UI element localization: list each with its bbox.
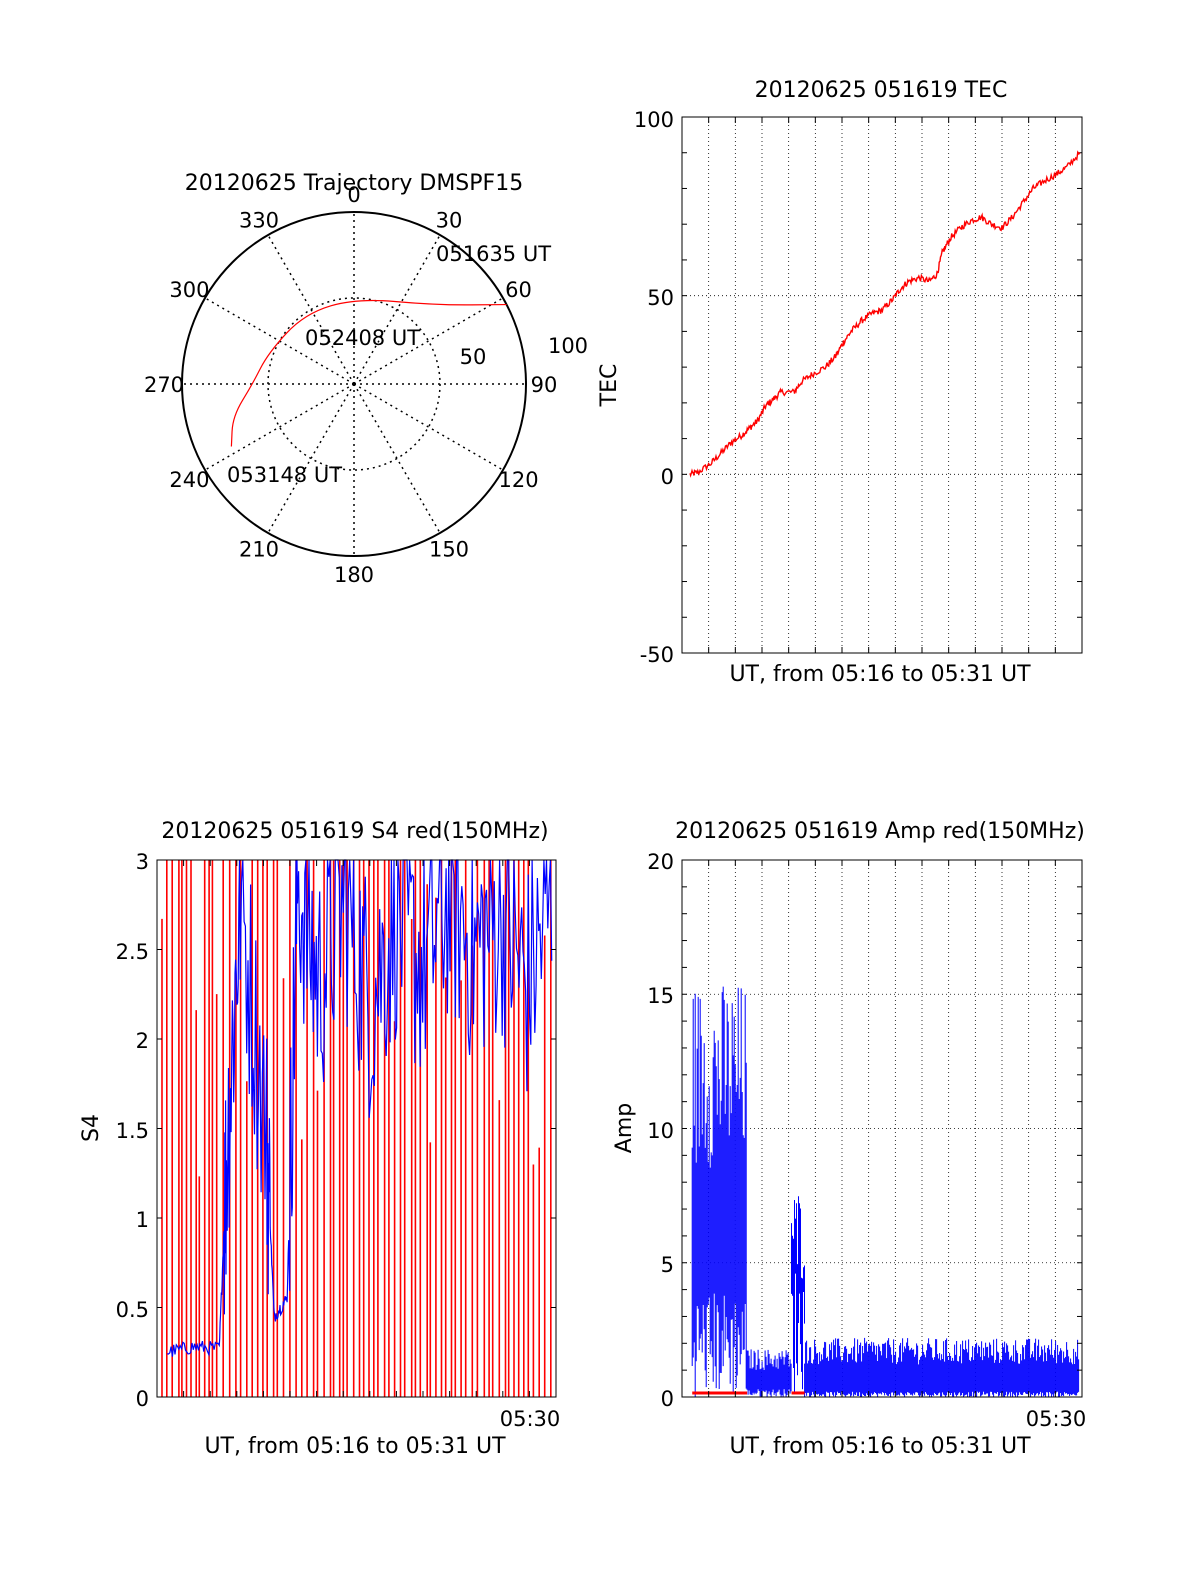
polar-angle-label: 60 [505, 278, 532, 302]
polar-spoke [353, 234, 441, 385]
s4-panel: 20120625 051619 S4 red(150MHz) 0 0.5 1 1… [79, 819, 560, 1459]
amp-ytick-0: 0 [661, 1387, 674, 1411]
amp-ytick-15: 15 [647, 984, 674, 1008]
s4-ytick-1: 1 [136, 1208, 149, 1232]
tec-title: 20120625 051619 TEC [755, 78, 1008, 103]
tec-minor-ticks [682, 117, 1082, 653]
amp-panel: 20120625 051619 Amp red(150MHz) 0 5 10 1… [612, 819, 1086, 1459]
s4-frame [156, 859, 557, 1398]
trajectory-track [230, 299, 507, 447]
tec-ytick-0: 0 [661, 465, 674, 489]
tec-ytick-minus50: -50 [640, 643, 674, 667]
tec-xlabel: UT, from 05:16 to 05:31 UT [729, 662, 1031, 687]
amp-xtick-0530: 05:30 [1026, 1407, 1087, 1431]
polar-angle-label: 150 [429, 538, 469, 562]
annotation-end-time: 053148 UT [227, 463, 342, 487]
polar-angle-label: 180 [334, 563, 374, 587]
amp-ytick-10: 10 [647, 1119, 674, 1143]
s4-xtick-0530: 05:30 [500, 1407, 561, 1431]
polar-angle-label: 120 [498, 468, 538, 492]
polar-angle-label: 330 [239, 208, 279, 232]
s4-minor-ticks [157, 860, 556, 1397]
tec-grid [682, 117, 1082, 653]
amp-xlabel: UT, from 05:16 to 05:31 UT [729, 1434, 1031, 1459]
amp-blue-series [691, 986, 1080, 1397]
polar-spoke [353, 383, 441, 534]
polar-spoke [267, 383, 355, 534]
polar-angle-label: 300 [169, 278, 209, 302]
annotation-start-time: 051635 UT [436, 242, 551, 266]
s4-ytick-2-5: 2.5 [116, 940, 149, 964]
polar-spoke [204, 383, 355, 471]
s4-blue-series [167, 859, 553, 1358]
annotation-mid-time: 052408 UT [305, 326, 420, 350]
polar-outer-ring [181, 211, 527, 557]
tec-series-line [689, 150, 1081, 478]
amp-frame [681, 859, 1083, 1398]
s4-ytick-2: 2 [136, 1029, 149, 1053]
s4-xlabel: UT, from 05:16 to 05:31 UT [204, 1434, 506, 1459]
s4-ytick-0: 0 [136, 1387, 149, 1411]
polar-angle-label: 0 [347, 183, 360, 207]
trajectory-title: 20120625 Trajectory DMSPF15 [185, 171, 523, 196]
s4-ylabel: S4 [79, 1114, 104, 1142]
s4-ytick-1-5: 1.5 [116, 1119, 149, 1143]
tec-panel: 20120625 051619 TEC 100 50 0 -50 TEC UT,… [597, 78, 1083, 687]
polar-angle-label: 30 [436, 208, 463, 232]
s4-ytick-0-5: 0.5 [116, 1298, 149, 1322]
tec-ylabel: TEC [597, 364, 622, 408]
polar-angle-label: 240 [169, 468, 209, 492]
ring-label-50: 50 [460, 345, 487, 369]
tec-ytick-50: 50 [647, 286, 674, 310]
polar-angle-label: 270 [144, 373, 184, 397]
amp-minor-ticks [682, 860, 1082, 1397]
trajectory-panel: 20120625 Trajectory DMSPF15 0 30 60 90 120 15… [144, 171, 588, 587]
amp-ytick-5: 5 [661, 1253, 674, 1277]
tec-frame [681, 116, 1083, 654]
polar-spoke [353, 383, 504, 471]
polar-angle-label: 90 [531, 373, 558, 397]
tec-ytick-100: 100 [634, 108, 674, 132]
polar-spoke [353, 297, 504, 385]
polar-spoke [267, 234, 355, 385]
polar-angle-label: 210 [239, 538, 279, 562]
ring-label-100: 100 [548, 334, 588, 358]
amp-title: 20120625 051619 Amp red(150MHz) [675, 819, 1085, 844]
s4-ytick-3: 3 [136, 850, 149, 874]
amp-ylabel: Amp [612, 1103, 637, 1153]
s4-title: 20120625 051619 S4 red(150MHz) [161, 819, 548, 844]
amp-ytick-20: 20 [647, 850, 674, 874]
polar-angle-labels: 0 30 60 90 120 150 180 210 240 270 300 330 [144, 183, 557, 587]
